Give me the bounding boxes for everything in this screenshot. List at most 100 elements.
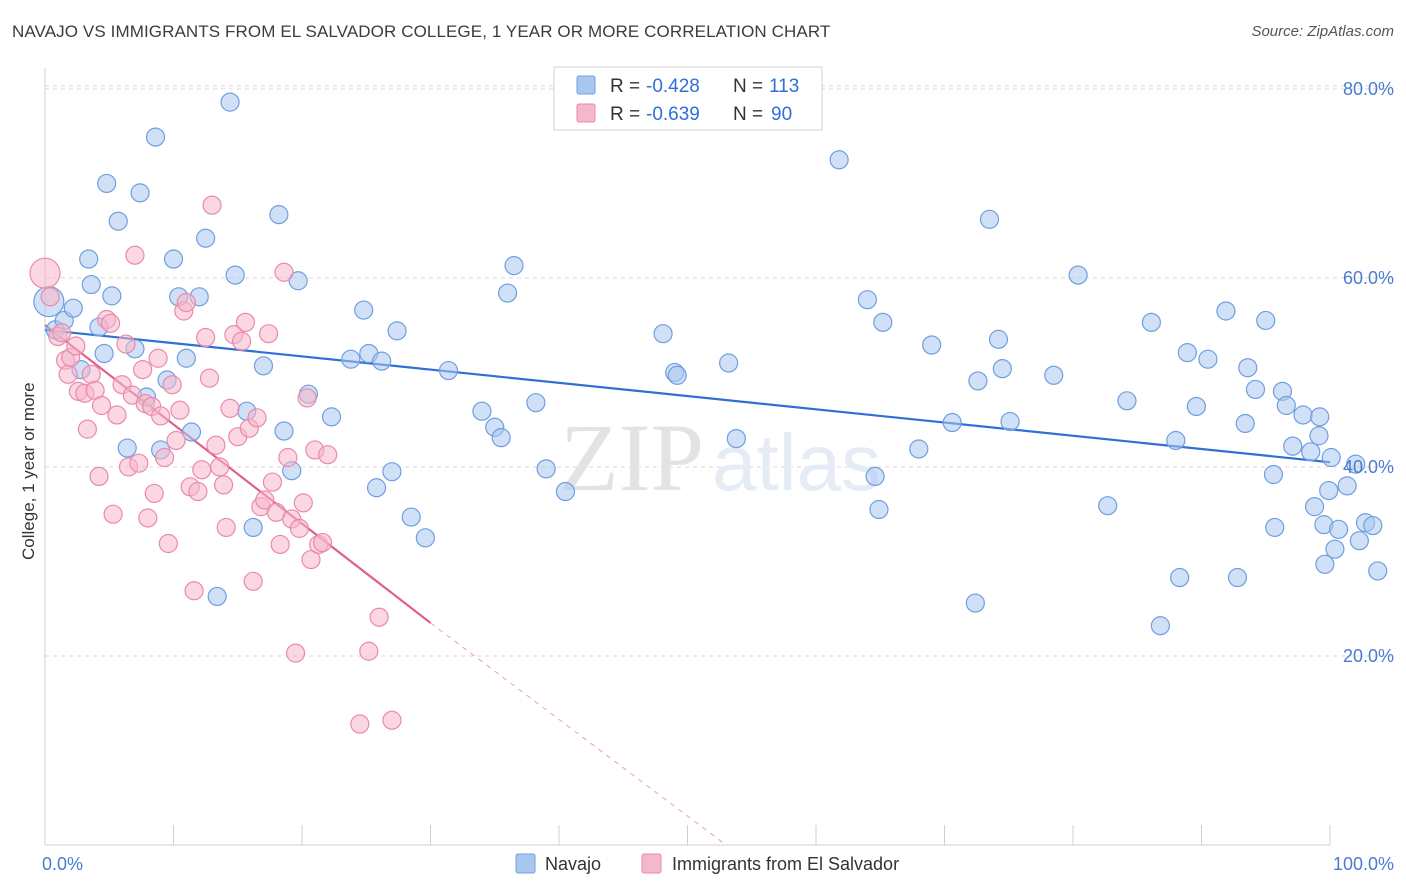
chart-title: NAVAJO VS IMMIGRANTS FROM EL SALVADOR CO… bbox=[12, 22, 831, 41]
scatter-points bbox=[29, 92, 1388, 734]
point-navajo-3 bbox=[63, 298, 83, 318]
point-navajo-75 bbox=[1068, 265, 1088, 285]
point-el-salvador-53 bbox=[232, 331, 252, 351]
legend-n-value-navajo: 113 bbox=[769, 76, 799, 97]
point-navajo-25 bbox=[207, 586, 227, 607]
point-navajo-30 bbox=[253, 356, 274, 376]
point-el-salvador-59 bbox=[255, 490, 275, 510]
point-el-salvador-38 bbox=[176, 292, 196, 313]
point-el-salvador-1 bbox=[40, 287, 60, 307]
point-navajo-63 bbox=[869, 499, 889, 520]
point-navajo-80 bbox=[1166, 430, 1186, 451]
point-navajo-85 bbox=[1216, 301, 1236, 321]
point-el-salvador-30 bbox=[148, 348, 168, 368]
point-navajo-89 bbox=[1245, 379, 1266, 400]
series-legend-label-navajo: Navajo bbox=[545, 854, 601, 874]
point-el-salvador-76 bbox=[350, 714, 370, 734]
point-navajo-5 bbox=[79, 249, 99, 269]
point-navajo-29 bbox=[243, 517, 263, 538]
point-navajo-64 bbox=[873, 312, 893, 332]
point-el-salvador-61 bbox=[262, 472, 283, 492]
point-navajo-40 bbox=[366, 478, 387, 498]
point-navajo-12 bbox=[117, 438, 137, 458]
point-el-salvador-23 bbox=[125, 245, 145, 265]
point-el-salvador-63 bbox=[270, 534, 290, 555]
point-navajo-32 bbox=[274, 421, 294, 441]
point-navajo-77 bbox=[1117, 391, 1137, 411]
point-el-salvador-29 bbox=[144, 483, 164, 504]
point-navajo-36 bbox=[321, 407, 342, 427]
point-navajo-52 bbox=[526, 393, 546, 413]
point-el-salvador-54 bbox=[235, 312, 256, 332]
point-navajo-11 bbox=[108, 211, 128, 231]
point-el-salvador-27 bbox=[138, 508, 158, 528]
legend-r-label-el-salvador: R = bbox=[610, 104, 640, 125]
point-el-salvador-57 bbox=[247, 408, 267, 428]
point-navajo-45 bbox=[415, 528, 435, 548]
correlation-legend: R = -0.428 N = 113 R = -0.639 N = 90 bbox=[553, 66, 823, 131]
point-el-salvador-18 bbox=[107, 405, 127, 425]
series-legend-swatch-el-salvador bbox=[641, 853, 662, 874]
point-el-salvador-67 bbox=[285, 643, 306, 663]
point-navajo-112 bbox=[1368, 561, 1388, 581]
point-el-salvador-14 bbox=[91, 395, 112, 416]
point-navajo-72 bbox=[992, 359, 1012, 379]
point-navajo-108 bbox=[1346, 454, 1366, 474]
legend-swatch-el-salvador bbox=[576, 103, 596, 123]
point-navajo-104 bbox=[1321, 447, 1341, 468]
point-el-salvador-5 bbox=[58, 364, 78, 384]
point-el-salvador-41 bbox=[188, 481, 208, 502]
point-navajo-21 bbox=[176, 348, 196, 368]
point-el-salvador-75 bbox=[318, 445, 338, 465]
point-el-salvador-77 bbox=[359, 641, 379, 661]
point-navajo-73 bbox=[1000, 411, 1020, 432]
point-el-salvador-44 bbox=[199, 368, 220, 388]
y-axis-title: College, 1 year or more bbox=[19, 382, 38, 560]
point-navajo-57 bbox=[667, 365, 687, 385]
legend-r-value-el-salvador: -0.639 bbox=[646, 104, 700, 125]
y-tick-label-20: 20.0% bbox=[1343, 646, 1394, 666]
point-navajo-67 bbox=[942, 412, 962, 433]
point-el-salvador-33 bbox=[158, 533, 178, 554]
point-navajo-84 bbox=[1198, 349, 1218, 369]
point-el-salvador-25 bbox=[133, 360, 153, 380]
legend-n-label-el-salvador: N = bbox=[733, 104, 763, 125]
legend-n-label-navajo: N = bbox=[733, 76, 763, 97]
point-navajo-69 bbox=[968, 371, 988, 391]
point-el-salvador-79 bbox=[382, 710, 402, 730]
point-navajo-90 bbox=[1256, 310, 1276, 331]
point-el-salvador-32 bbox=[154, 447, 175, 468]
point-el-salvador-10 bbox=[77, 419, 98, 439]
point-navajo-100 bbox=[1315, 554, 1335, 574]
point-navajo-102 bbox=[1309, 426, 1329, 446]
point-el-salvador-78 bbox=[369, 607, 389, 627]
series-legend-label-el-salvador: Immigrants from El Salvador bbox=[672, 854, 899, 874]
point-el-salvador-17 bbox=[103, 504, 123, 524]
point-navajo-26 bbox=[220, 92, 240, 112]
point-navajo-10 bbox=[102, 286, 122, 306]
point-navajo-101 bbox=[1319, 480, 1339, 501]
point-navajo-24 bbox=[196, 228, 216, 248]
point-el-salvador-43 bbox=[196, 327, 216, 348]
point-navajo-105 bbox=[1325, 539, 1345, 559]
point-navajo-46 bbox=[438, 360, 459, 381]
point-el-salvador-3 bbox=[52, 323, 72, 343]
point-navajo-70 bbox=[979, 209, 1000, 229]
legend-swatch-navajo bbox=[576, 75, 596, 95]
point-navajo-9 bbox=[97, 173, 117, 194]
point-navajo-61 bbox=[857, 290, 878, 310]
trend-line-el-salvador-extension bbox=[430, 622, 727, 846]
point-el-salvador-49 bbox=[216, 517, 236, 538]
point-navajo-38 bbox=[354, 300, 374, 320]
point-navajo-8 bbox=[94, 343, 114, 364]
point-navajo-98 bbox=[1304, 497, 1325, 517]
point-el-salvador-70 bbox=[297, 388, 317, 408]
point-el-salvador-60 bbox=[258, 324, 279, 344]
point-navajo-74 bbox=[1044, 365, 1064, 385]
point-navajo-19 bbox=[163, 249, 184, 269]
point-el-salvador-65 bbox=[278, 447, 298, 468]
point-el-salvador-34 bbox=[162, 375, 182, 395]
point-el-salvador-11 bbox=[81, 364, 101, 384]
point-navajo-27 bbox=[225, 265, 245, 285]
